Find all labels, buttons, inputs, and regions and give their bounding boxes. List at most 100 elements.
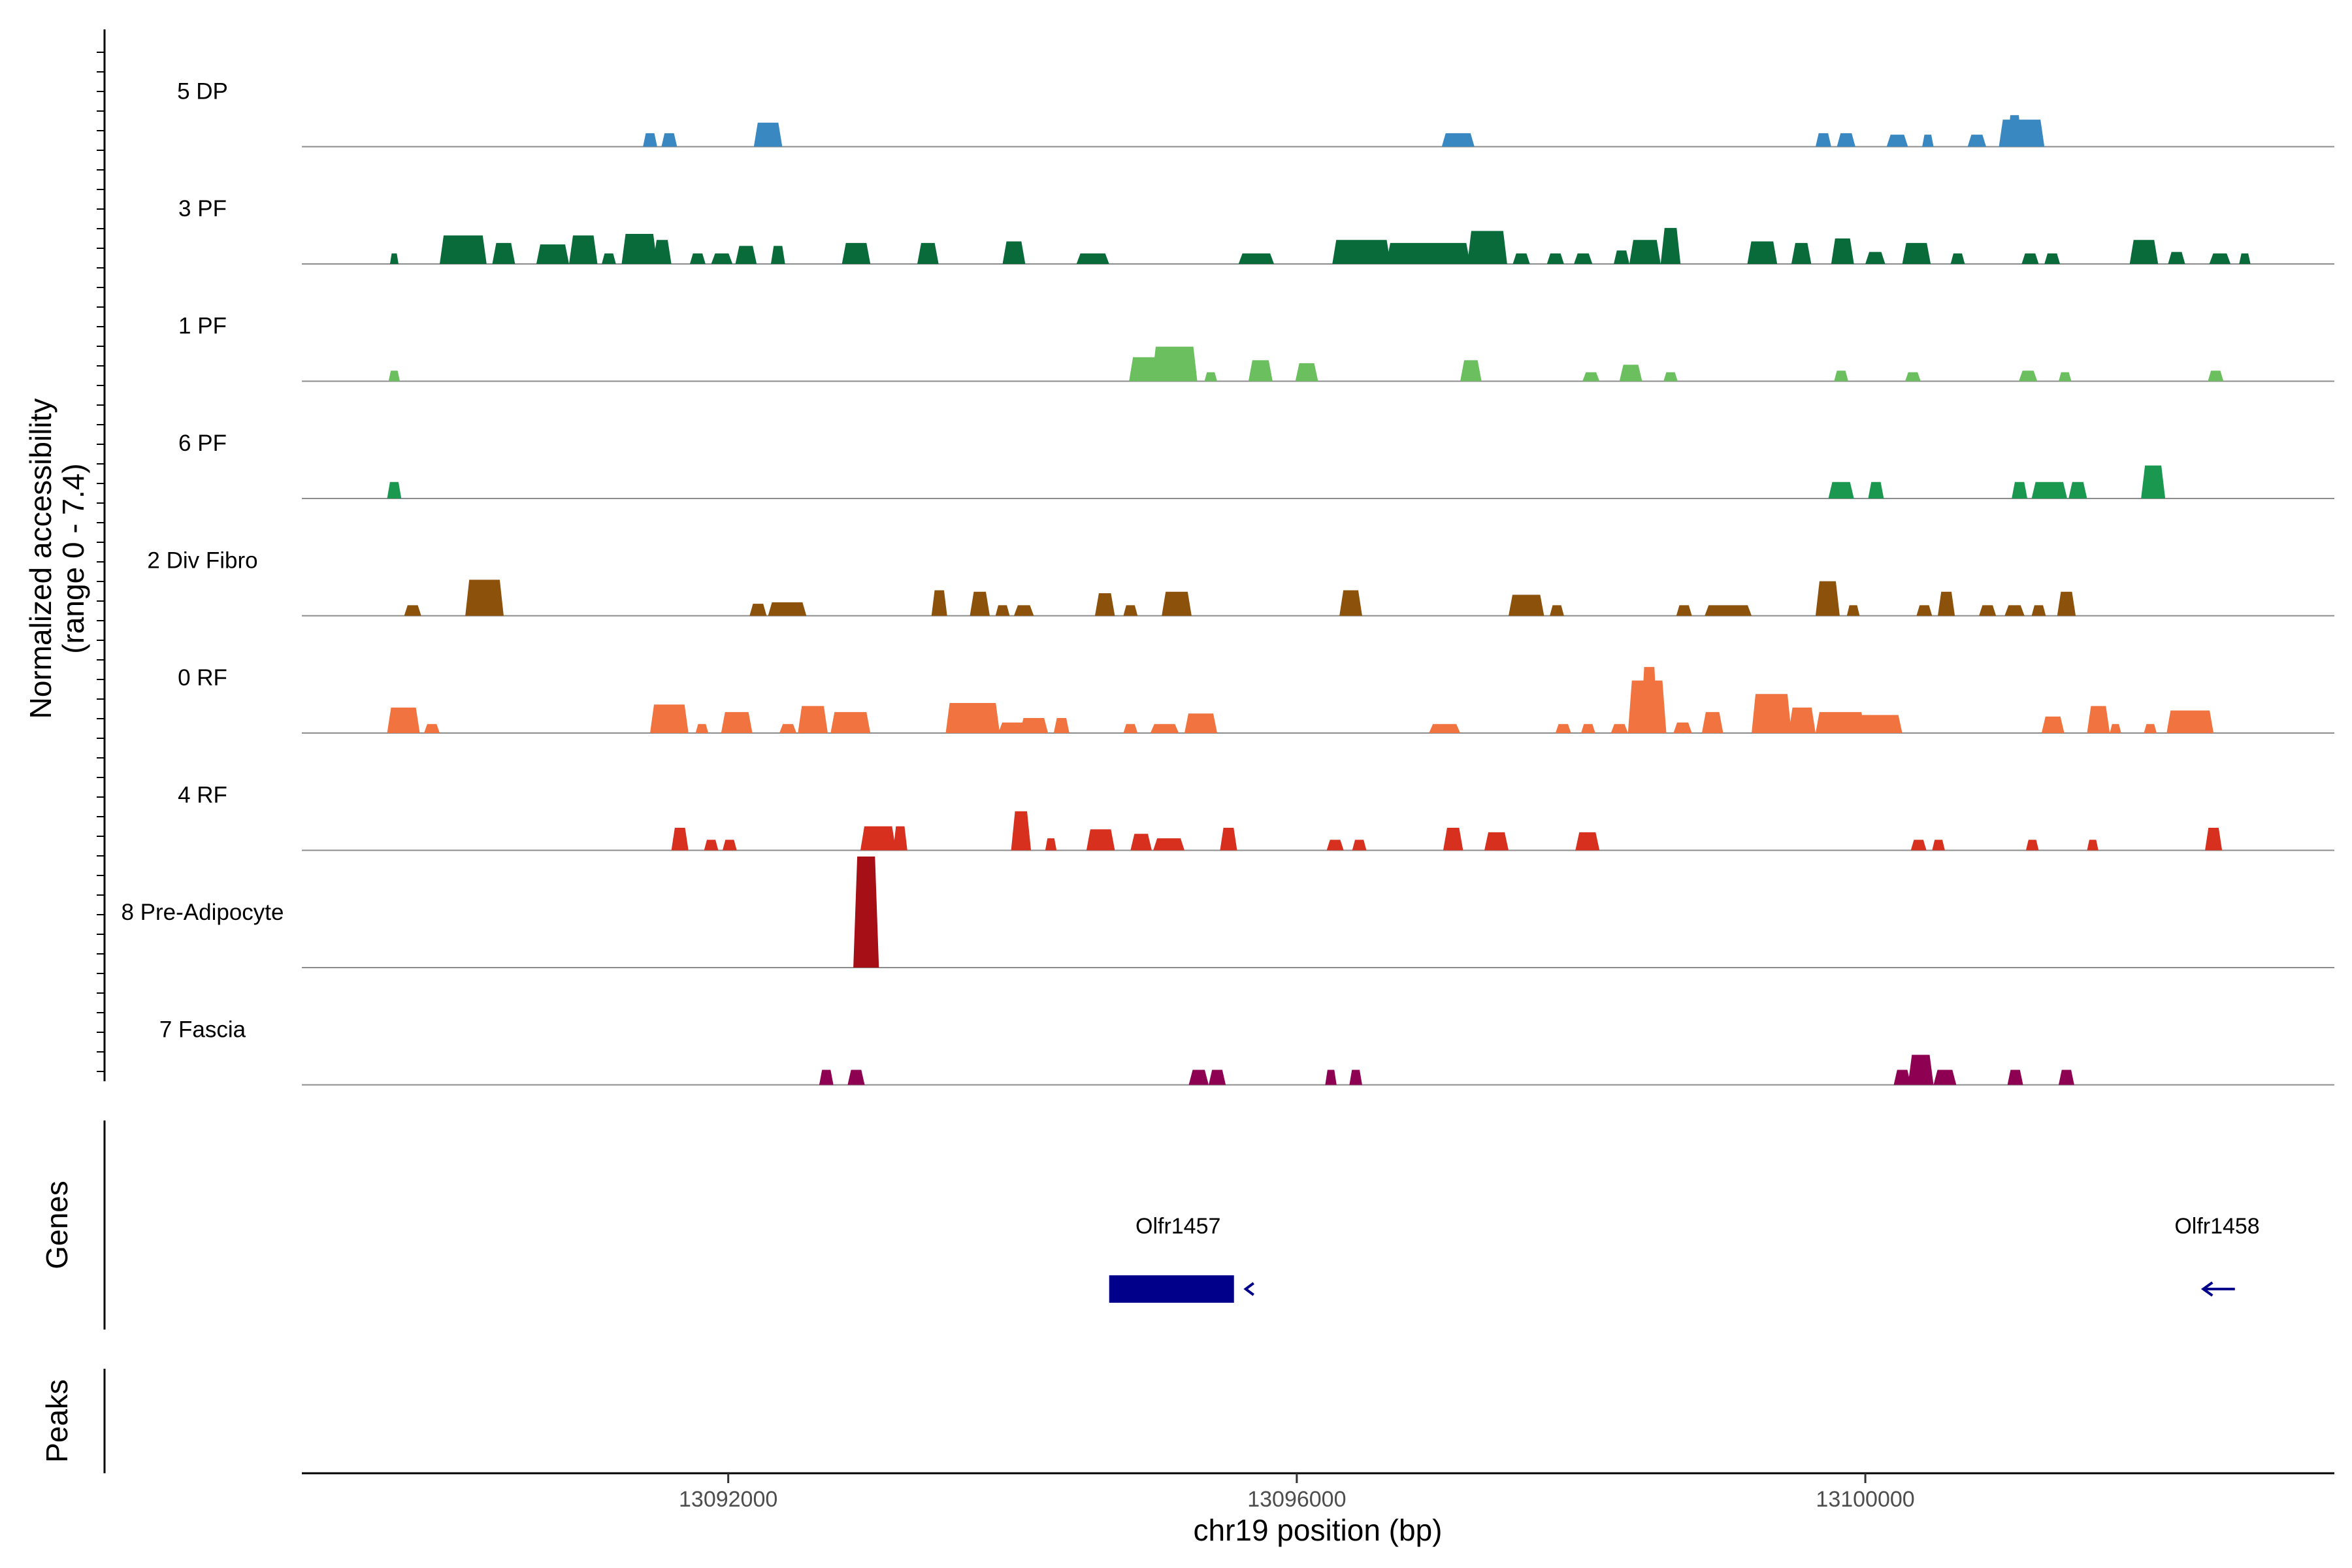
coverage-peak (1815, 133, 1831, 147)
coverage-peak (1086, 829, 1115, 851)
coverage-peak (2208, 370, 2224, 382)
coverage-peak (1834, 370, 1848, 382)
coverage-peak (1938, 591, 1955, 616)
coverage-peak (536, 244, 569, 264)
coverage-peak (1908, 1054, 1934, 1085)
coverage-peak (735, 246, 757, 264)
coverage-peak (1019, 718, 1049, 733)
coverage-peak (2044, 253, 2061, 264)
coverage-peak (1893, 1070, 1911, 1085)
coverage-peak (643, 133, 657, 147)
gene-olfr1458: Olfr1458 (2174, 1214, 2260, 1297)
coverage-peak (1629, 240, 1661, 264)
coverage-peak (1950, 253, 1965, 264)
coverage-peak (2041, 716, 2065, 733)
coverage-peak (1509, 595, 1544, 616)
coverage-peak (917, 242, 939, 264)
coverage-peak (770, 246, 785, 264)
gene-track: Olfr1457 Olfr1458 (1109, 1214, 2260, 1303)
gene-label: Olfr1458 (2174, 1214, 2259, 1239)
coverage-peak (2239, 253, 2251, 264)
coverage-peak (1967, 135, 1986, 147)
coverage-peak (1150, 724, 1179, 733)
y-axis-ticks (97, 52, 105, 1072)
coverage-peak (1123, 724, 1138, 733)
coverage-peak (819, 1070, 834, 1085)
coverage-peak (1441, 133, 1475, 147)
coverage-peak (653, 240, 672, 264)
coverage-peak (671, 828, 689, 851)
coverage-peak (853, 857, 879, 968)
coverage-peak (1076, 253, 1109, 264)
coverage-peak (768, 602, 807, 616)
coverage-peak (2205, 828, 2223, 851)
track-2-div-fibro: 2 Div Fibro (147, 548, 2334, 617)
coverage-peak (2209, 253, 2231, 264)
coverage-peak (749, 604, 767, 616)
coverage-peak (1676, 605, 1692, 616)
track-label: 0 RF (178, 665, 227, 691)
coverage-peak (1184, 713, 1218, 733)
coverage-peak (1325, 1070, 1337, 1085)
coverage-peak (388, 370, 400, 382)
coverage-peak (602, 253, 616, 264)
coverage-peak (1467, 231, 1507, 264)
coverage-peak (1701, 711, 1723, 733)
gene-body (1109, 1275, 1234, 1303)
coverage-peak (1220, 828, 1237, 851)
coverage-peak (798, 706, 828, 733)
coverage-peak (1512, 253, 1530, 264)
peaks-axis-title: Peaks (40, 1379, 74, 1463)
coverage-peak (1747, 241, 1778, 264)
coverage-peak (995, 605, 1010, 616)
track-3-pf: 3 PF (178, 196, 2334, 265)
coverage-peak (1614, 250, 1629, 264)
coverage-peak (1788, 707, 1816, 733)
coverage-peak (1339, 590, 1362, 616)
coverage-peak (1663, 372, 1678, 382)
coverage-peak (440, 235, 487, 264)
coverage-peak (1815, 581, 1840, 616)
coverage-peak (2058, 372, 2072, 382)
coverage-peak (492, 242, 515, 264)
coverage-peak (2057, 591, 2076, 616)
genes-axis-title: Genes (40, 1181, 74, 1269)
coverage-peak (1580, 724, 1595, 733)
coverage-peak (1574, 253, 1593, 264)
x-axis-title: chr19 position (bp) (1194, 1513, 1443, 1547)
coverage-peak (1904, 372, 1921, 382)
coverage-peak (1673, 722, 1692, 733)
coverage-peak (893, 826, 907, 851)
coverage-peak (1248, 360, 1273, 382)
coverage-peak (1752, 694, 1791, 733)
coverage-peak (830, 711, 871, 733)
coverage-peak (2110, 724, 2121, 733)
coverage-peak (1910, 840, 1927, 851)
coverage-peak (1130, 834, 1152, 851)
coverage-peak (2058, 1070, 2074, 1085)
coverage-peak (1922, 135, 1934, 147)
coverage-peak (2031, 605, 2046, 616)
coverage-peak (1238, 253, 1275, 264)
coverage-peak (1429, 724, 1461, 733)
coverage-peak (1295, 363, 1318, 382)
coverage-peak (722, 840, 737, 851)
track-label: 5 DP (177, 79, 228, 105)
track-5-dp: 5 DP (177, 79, 2334, 148)
coverage-peak (621, 234, 657, 264)
coverage-peak (1831, 238, 1854, 264)
coverage-peak (1582, 372, 1600, 382)
coverage-peak (650, 704, 689, 733)
coverage-peak (1868, 482, 1884, 498)
track-1-pf: 1 PF (178, 314, 2334, 382)
coverage-peak (847, 1070, 865, 1085)
coverage-peak (711, 253, 733, 264)
coverage-peak (1791, 242, 1812, 264)
coverage-peak (2144, 724, 2157, 733)
coverage-tracks: 5 DP 3 PF 1 PF 6 PF 2 Div Fibro 0 RF 4 RF 8 Pre… (121, 79, 2334, 1086)
coverage-peak (779, 724, 797, 733)
track-label: 3 PF (178, 196, 227, 221)
coverage-peak (1094, 593, 1115, 616)
track-4-rf: 4 RF (178, 783, 2334, 851)
